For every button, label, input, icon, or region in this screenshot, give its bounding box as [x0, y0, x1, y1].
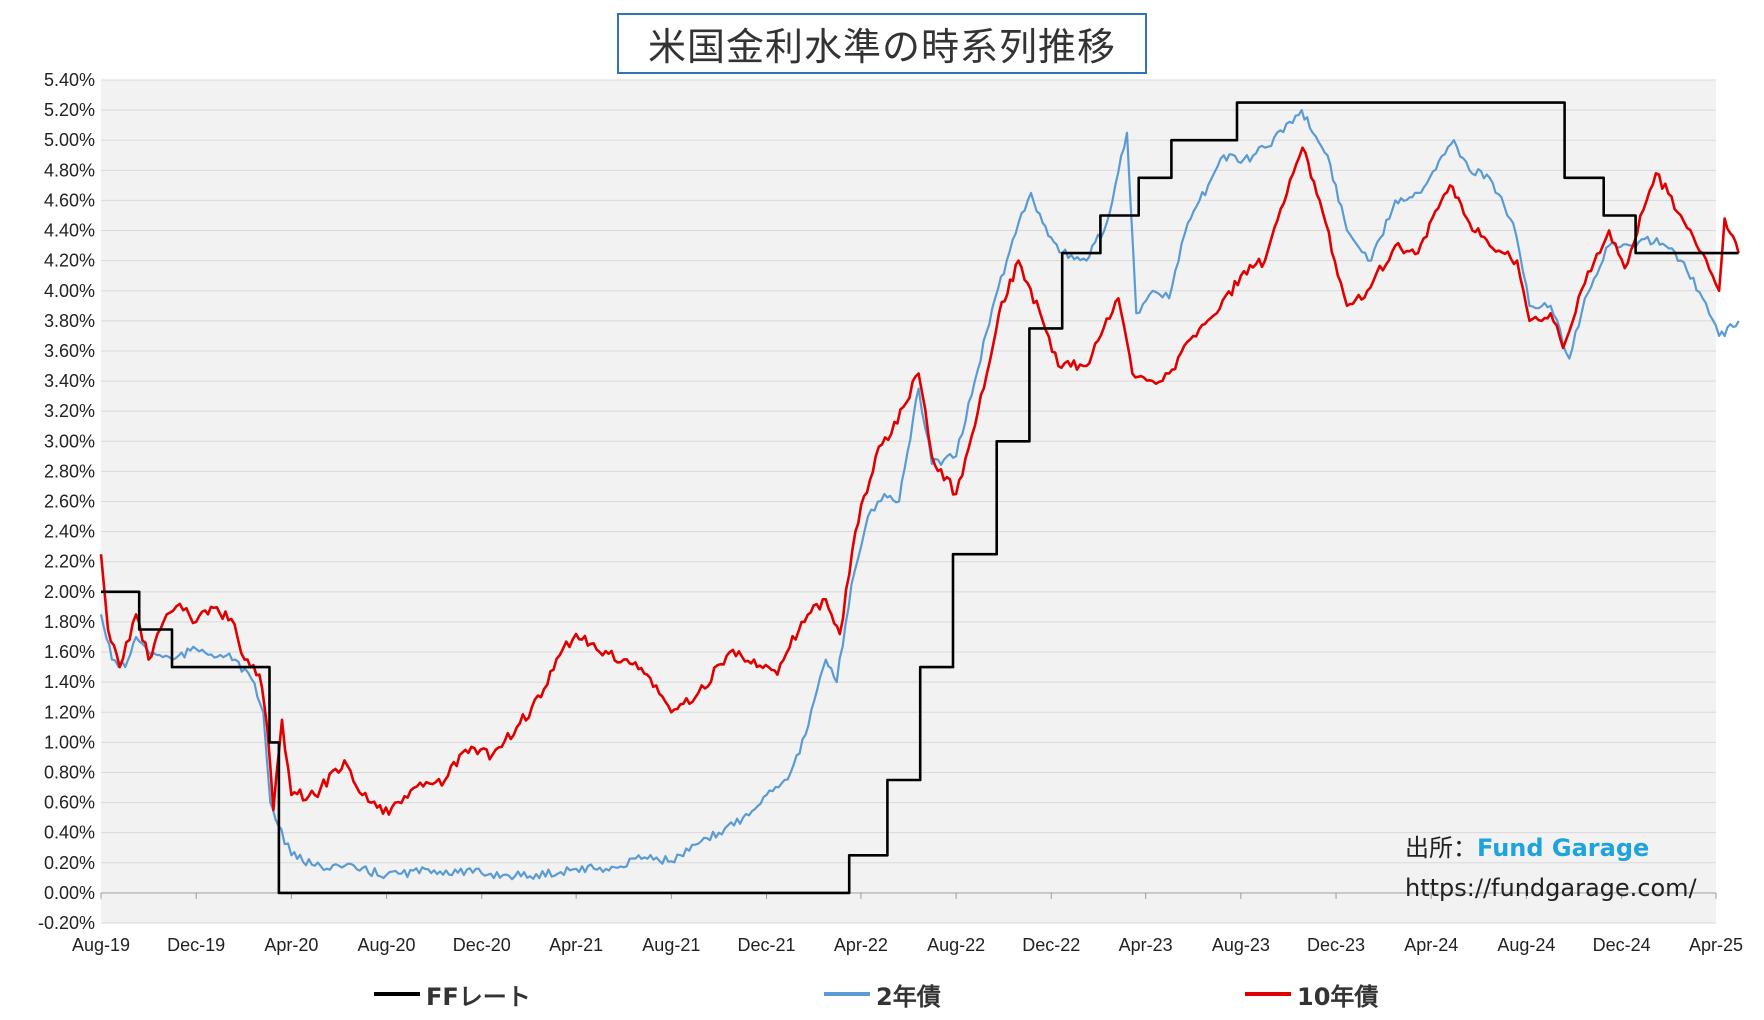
series-lines	[99, 101, 1740, 895]
x-tick-label: Dec-21	[737, 935, 795, 955]
x-tick-label: Apr-23	[1119, 935, 1173, 955]
x-tick-label: Apr-25	[1689, 935, 1743, 955]
y-tick-label: 1.60%	[44, 642, 95, 662]
y-tick-label: 2.00%	[44, 582, 95, 602]
x-tick-label: Aug-21	[642, 935, 700, 955]
legend-item-2y: 2年債	[824, 978, 941, 1011]
y-tick-label: 2.20%	[44, 552, 95, 572]
y-tick-label: -0.20%	[38, 913, 95, 933]
x-tick-label: Apr-24	[1404, 935, 1458, 955]
grid-lines	[101, 79, 1716, 924]
y-tick-label: 4.40%	[44, 221, 95, 241]
source-credit: 出所：Fund Garage	[1405, 828, 1649, 863]
y-tick-label: 5.20%	[44, 100, 95, 120]
x-tick-label: Aug-20	[358, 935, 416, 955]
y-tick-label: 1.00%	[44, 732, 95, 752]
y-tick-label: 3.40%	[44, 371, 95, 391]
y-tick-label: 0.40%	[44, 823, 95, 843]
x-tick-label: Dec-22	[1022, 935, 1080, 955]
source-brand: Fund Garage	[1477, 834, 1650, 862]
y-tick-label: 0.80%	[44, 762, 95, 782]
legend-label-10y: 10年債	[1297, 982, 1379, 1011]
y-tick-label: 0.20%	[44, 853, 95, 873]
y-tick-label: 1.40%	[44, 672, 95, 692]
legend-swatch-10y	[1245, 992, 1291, 996]
x-tick-label: Dec-19	[167, 935, 225, 955]
legend-item-10y: 10年債	[1245, 978, 1379, 1011]
x-axis: Aug-19 Dec-19 Apr-20 Aug-20 Dec-20 Apr-21 Aug-…	[72, 892, 1743, 955]
legend-swatch-2y	[824, 992, 870, 996]
legend-swatch-ff-rate	[374, 992, 420, 996]
y-tick-label: 5.00%	[44, 130, 95, 150]
x-tick-label: Aug-19	[72, 935, 130, 955]
legend-label-ff-rate: FFレート	[426, 982, 531, 1011]
y-tick-label: 3.00%	[44, 431, 95, 451]
y-tick-label: 3.20%	[44, 401, 95, 421]
y-tick-label: 4.00%	[44, 281, 95, 301]
y-tick-label: 4.60%	[44, 190, 95, 210]
series-line-10y	[99, 146, 1740, 816]
y-tick-label: 3.80%	[44, 311, 95, 331]
chart-title: 米国金利水準の時系列推移	[617, 13, 1147, 74]
y-tick-label: 0.00%	[44, 883, 95, 903]
y-tick-label: 2.40%	[44, 522, 95, 542]
y-axis: 5.40% 5.20% 5.00% 4.80% 4.60% 4.40% 4.20% 4.00%…	[38, 70, 95, 933]
x-tick-label: Apr-21	[549, 935, 603, 955]
y-tick-label: 2.80%	[44, 461, 95, 481]
y-tick-label: 4.20%	[44, 251, 95, 271]
y-tick-label: 2.60%	[44, 492, 95, 512]
y-tick-label: 0.60%	[44, 793, 95, 813]
x-tick-label: Dec-23	[1307, 935, 1365, 955]
y-tick-label: 4.80%	[44, 160, 95, 180]
x-tick-label: Aug-23	[1212, 935, 1270, 955]
y-tick-label: 1.80%	[44, 612, 95, 632]
y-tick-label: 5.40%	[44, 70, 95, 90]
series-line-2y	[99, 109, 1740, 881]
x-tick-label: Aug-22	[927, 935, 985, 955]
source-label: 出所：	[1405, 834, 1477, 862]
x-tick-label: Apr-22	[834, 935, 888, 955]
x-tick-label: Dec-20	[453, 935, 511, 955]
y-tick-label: 3.60%	[44, 341, 95, 361]
x-tick-label: Apr-20	[264, 935, 318, 955]
x-tick-label: Aug-24	[1497, 935, 1555, 955]
series-line-ff-rate	[101, 101, 1739, 895]
x-tick-label: Dec-24	[1593, 935, 1651, 955]
legend-label-2y: 2年債	[876, 982, 941, 1011]
y-tick-label: 1.20%	[44, 702, 95, 722]
legend-item-ff-rate: FFレート	[374, 978, 531, 1011]
source-url[interactable]: https://fundgarage.com/	[1405, 874, 1697, 902]
